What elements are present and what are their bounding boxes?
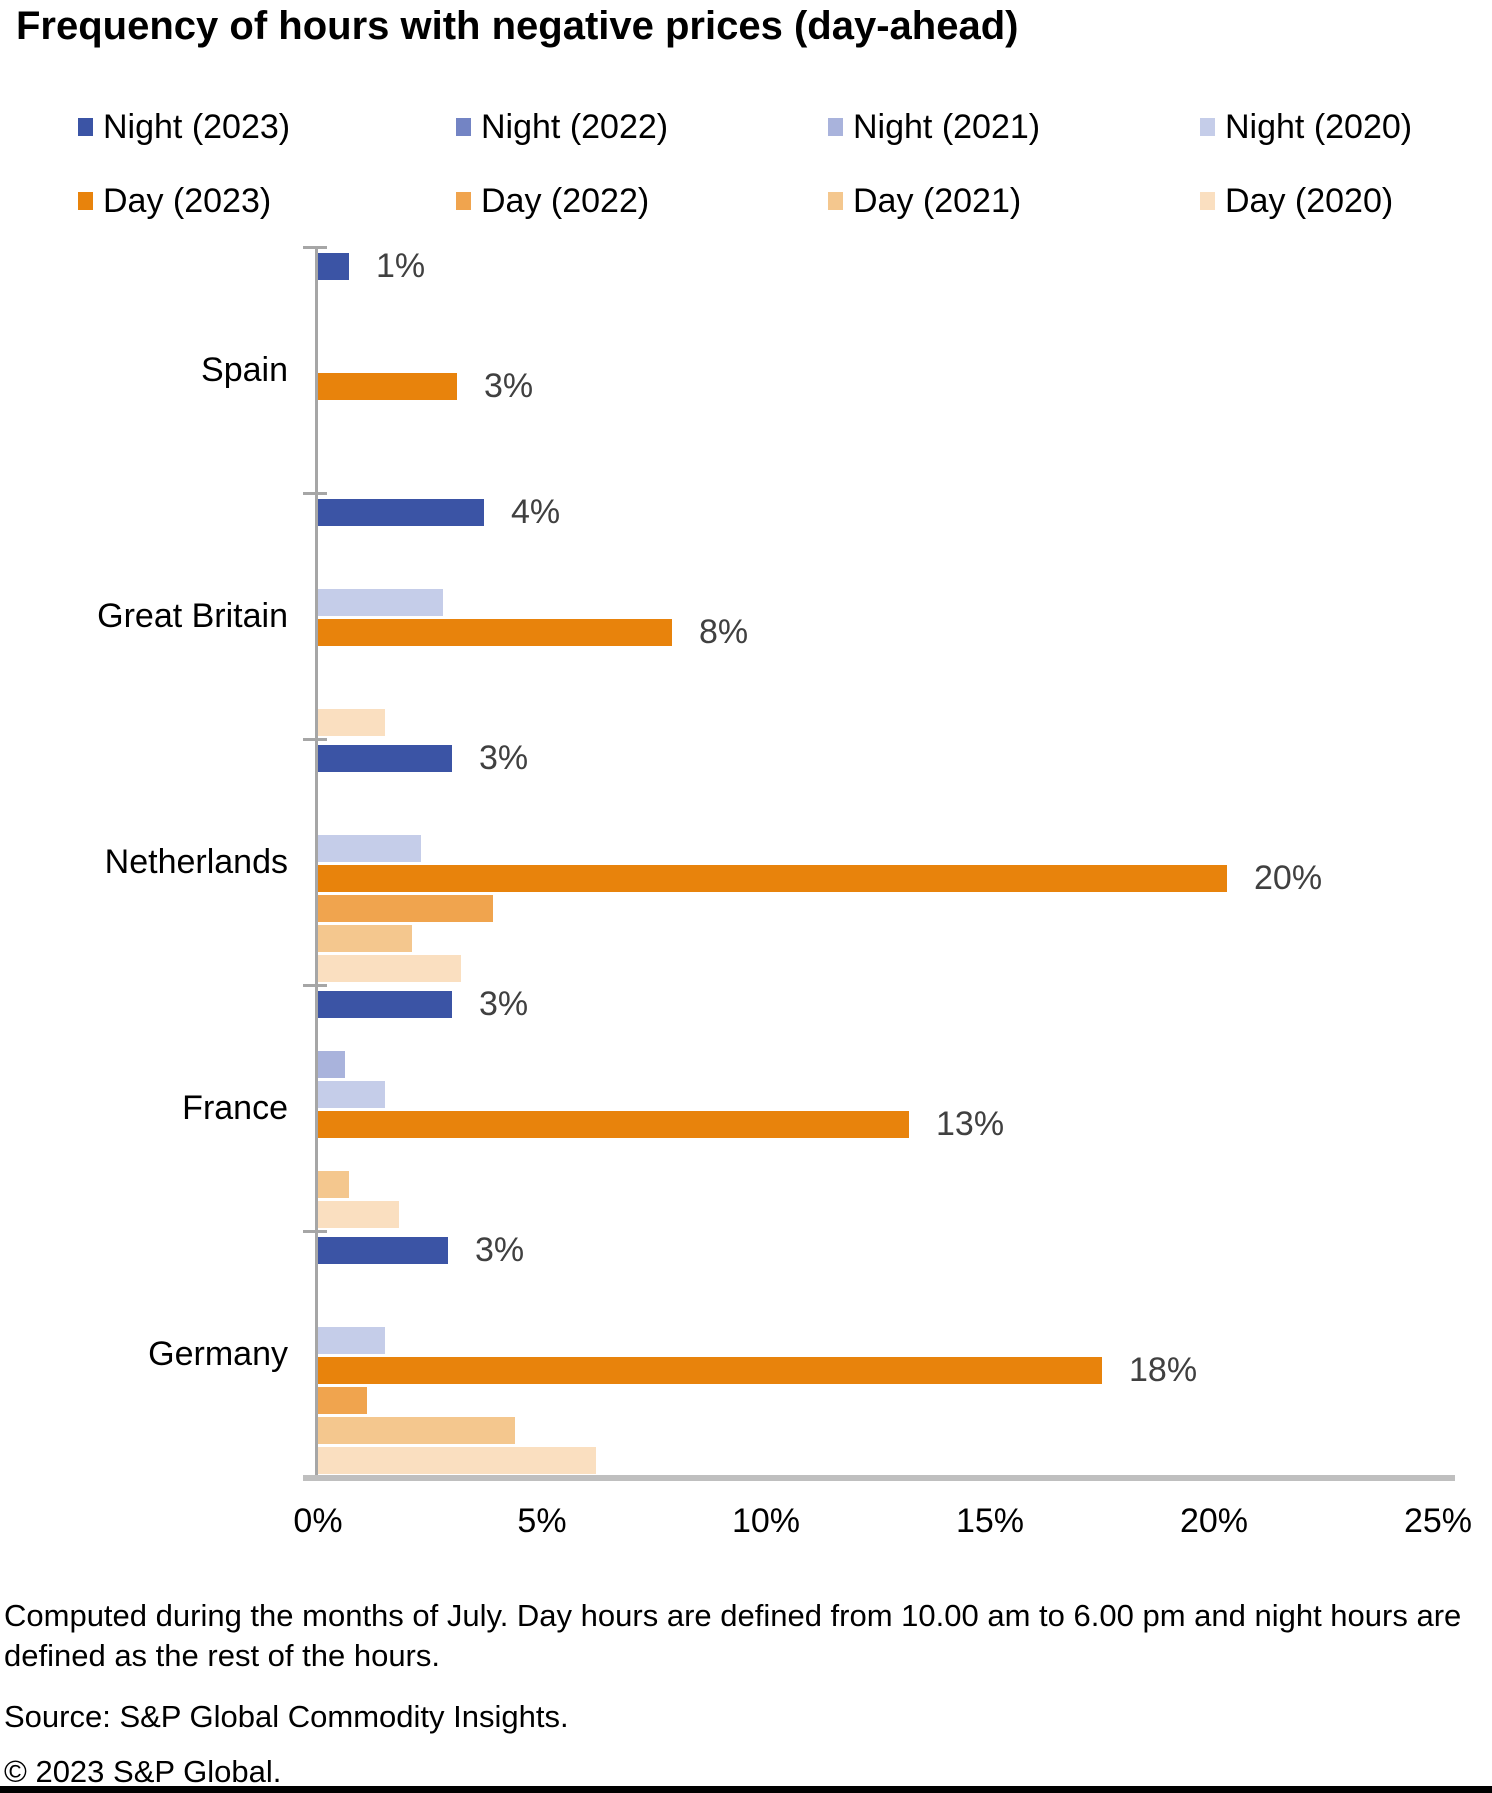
copyright-text: © 2023 S&P Global. [4,1754,282,1789]
bar-day-2020-germany [318,1447,596,1474]
legend-item-day-2020: Day (2020) [1200,180,1393,222]
legend-label: Day (2020) [1225,181,1394,220]
x-tick-label-0: 0% [293,1502,343,1540]
data-label-day-2023-spain: 3% [484,367,534,405]
category-label-germany: Germany [148,1335,288,1373]
legend-swatch-icon [828,192,843,210]
bar-day-2023-france [318,1111,909,1138]
data-label-night-2023-germany: 3% [475,1231,525,1269]
bar-night-2020-netherlands [318,835,421,862]
y-axis-tick [303,246,327,249]
legend-item-night-2022: Night (2022) [456,106,668,148]
bar-night-2023-germany [318,1237,448,1264]
legend-item-night-2021: Night (2021) [828,106,1040,148]
category-label-netherlands: Netherlands [104,843,288,881]
bottom-border [0,1786,1492,1793]
y-axis-line [315,247,318,1478]
legend-label: Day (2022) [481,181,650,220]
bar-day-2023-spain [318,373,457,400]
source-text: Source: S&P Global Commodity Insights. [4,1699,569,1734]
bar-day-2021-netherlands [318,925,412,952]
chart-title: Frequency of hours with negative prices … [16,4,1019,48]
footnote-text: Computed during the months of July. Day … [4,1598,1462,1673]
bar-night-2023-spain [318,253,349,280]
data-label-night-2023-france: 3% [479,985,529,1023]
bar-day-2022-netherlands [318,895,493,922]
legend-swatch-icon [456,192,471,210]
y-axis-tick [303,984,327,987]
y-axis-tick [303,492,327,495]
bar-day-2021-germany [318,1417,515,1444]
data-label-night-2023-spain: 1% [376,247,426,285]
bar-night-2023-france [318,991,452,1018]
data-label-day-2023-great-britain: 8% [699,613,749,651]
legend-swatch-icon [828,118,843,136]
legend-label: Night (2023) [103,107,291,146]
bar-night-2023-netherlands [318,745,452,772]
legend-label: Night (2021) [853,107,1041,146]
bar-day-2021-france [318,1171,349,1198]
x-axis-baseline [303,1475,1455,1481]
bar-day-2020-great-britain [318,709,385,736]
legend-label: Night (2020) [1225,107,1413,146]
legend-swatch-icon [1200,118,1215,136]
bar-night-2021-france [318,1051,345,1078]
data-label-day-2023-netherlands: 20% [1254,859,1323,897]
bar-night-2020-great-britain [318,589,443,616]
y-axis-tick [303,1230,327,1233]
bar-day-2023-netherlands [318,865,1227,892]
x-tick-label-5: 5% [517,1502,567,1540]
data-label-night-2023-netherlands: 3% [479,739,529,777]
legend-swatch-icon [1200,192,1215,210]
legend-item-day-2022: Day (2022) [456,180,649,222]
legend-item-night-2020: Night (2020) [1200,106,1412,148]
legend-label: Night (2022) [481,107,669,146]
x-tick-label-25: 25% [1403,1502,1473,1540]
data-label-night-2023-great-britain: 4% [511,493,561,531]
legend-item-day-2021: Day (2021) [828,180,1021,222]
data-label-day-2023-germany: 18% [1129,1351,1198,1389]
x-tick-label-10: 10% [731,1502,801,1540]
category-label-great-britain: Great Britain [97,597,288,635]
category-label-france: France [182,1089,288,1127]
data-label-day-2023-france: 13% [936,1105,1005,1143]
bar-night-2020-germany [318,1327,385,1354]
bar-day-2023-germany [318,1357,1102,1384]
bar-day-2020-netherlands [318,955,461,982]
legend-swatch-icon [456,118,471,136]
bar-day-2020-france [318,1201,399,1228]
legend-label: Day (2021) [853,181,1022,220]
bar-day-2022-germany [318,1387,367,1414]
legend-swatch-icon [78,118,93,136]
y-axis-tick [303,738,327,741]
bar-night-2020-france [318,1081,385,1108]
bar-day-2023-great-britain [318,619,672,646]
bar-night-2023-great-britain [318,499,484,526]
legend-swatch-icon [78,192,93,210]
category-label-spain: Spain [201,351,288,389]
x-tick-label-15: 15% [955,1502,1025,1540]
legend-item-day-2023: Day (2023) [78,180,271,222]
legend-item-night-2023: Night (2023) [78,106,290,148]
legend-label: Day (2023) [103,181,272,220]
x-tick-label-20: 20% [1179,1502,1249,1540]
